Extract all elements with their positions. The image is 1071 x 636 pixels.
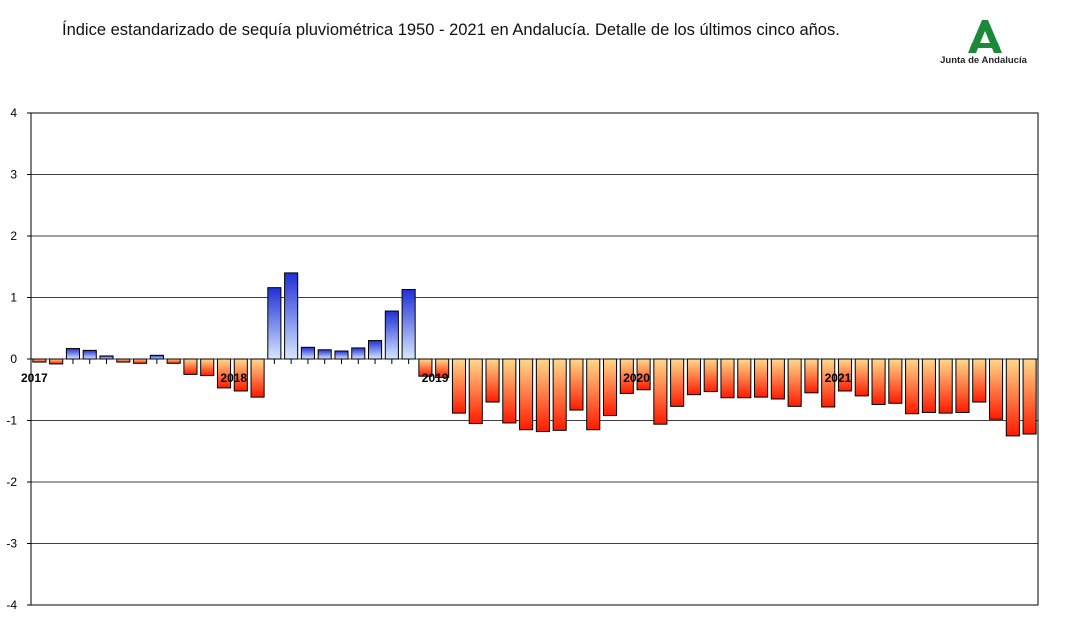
x-year-label: 2017	[21, 371, 48, 385]
junta-logo-text: Junta de Andalucía	[940, 55, 1027, 66]
bars	[32, 272, 1037, 437]
bar	[65, 348, 81, 360]
bar	[770, 358, 785, 400]
x-year-label: 2019	[422, 371, 449, 385]
bar	[451, 358, 467, 414]
bar	[670, 358, 685, 407]
y-tick-label: -1	[6, 414, 17, 428]
bar	[317, 349, 332, 360]
bar	[49, 358, 64, 365]
y-tick-label: 3	[10, 168, 17, 182]
bar	[502, 358, 517, 424]
x-year-label: 2018	[220, 371, 247, 385]
bar	[972, 358, 987, 403]
bar	[32, 358, 47, 363]
junta-logo: Junta de Andalucía	[936, 14, 1036, 70]
bar	[1005, 358, 1020, 437]
bar	[921, 358, 936, 413]
bar	[233, 358, 248, 392]
bar	[569, 358, 584, 411]
bar	[468, 358, 483, 425]
bar	[737, 358, 752, 399]
bar	[871, 358, 886, 406]
bar	[183, 358, 198, 375]
bar	[837, 358, 853, 392]
chart-title: Índice estandarizado de sequía pluviomét…	[62, 21, 840, 39]
bar	[787, 358, 802, 407]
bar	[854, 358, 869, 397]
bar	[888, 358, 903, 404]
bar	[485, 358, 500, 403]
bar	[804, 358, 819, 394]
bar	[384, 310, 399, 360]
y-tick-label: 2	[10, 229, 17, 243]
bar	[435, 358, 450, 378]
x-year-label: 2021	[825, 371, 852, 385]
bar	[955, 358, 970, 413]
bar	[166, 358, 181, 364]
bar	[216, 358, 232, 389]
bar	[99, 355, 114, 360]
y-tick-label: -4	[6, 598, 17, 612]
bar	[351, 347, 366, 360]
bar	[821, 358, 836, 408]
bar	[535, 358, 550, 433]
bar	[686, 358, 701, 396]
bar	[653, 358, 668, 425]
y-tick-label: 0	[10, 352, 17, 366]
y-tick-label: 1	[10, 291, 17, 305]
bar	[250, 358, 265, 398]
bar	[1022, 358, 1037, 435]
bar	[368, 340, 383, 360]
bar	[284, 272, 299, 360]
bar	[200, 358, 215, 377]
bar	[938, 358, 953, 414]
x-year-label: 2020	[623, 371, 650, 385]
bar	[418, 358, 433, 377]
plot-frame	[30, 112, 1039, 606]
bar	[552, 358, 567, 431]
bar	[989, 358, 1004, 420]
bar	[116, 358, 131, 363]
bar	[905, 358, 920, 415]
y-tick-label: 4	[10, 106, 17, 120]
bar	[636, 358, 651, 391]
bar	[586, 358, 601, 431]
bar	[619, 358, 634, 394]
bar	[703, 358, 718, 393]
bar	[602, 358, 618, 417]
y-tick-label: -3	[6, 537, 17, 551]
bar	[149, 354, 164, 360]
bar	[133, 358, 148, 364]
junta-logo-icon	[968, 20, 1002, 53]
bar	[720, 358, 735, 399]
y-axis-labels: 4 3 2 1 0 -1 -2 -3 -4	[6, 106, 17, 612]
bar	[300, 346, 315, 360]
bar	[267, 287, 282, 360]
bar	[519, 358, 534, 431]
bar	[754, 358, 769, 398]
bar	[334, 350, 349, 360]
bar	[82, 349, 97, 360]
y-tick-label: -2	[6, 475, 17, 489]
bar	[401, 289, 416, 360]
x-axis-year-labels: 2017 2018 2019 2020 2021	[21, 371, 852, 385]
